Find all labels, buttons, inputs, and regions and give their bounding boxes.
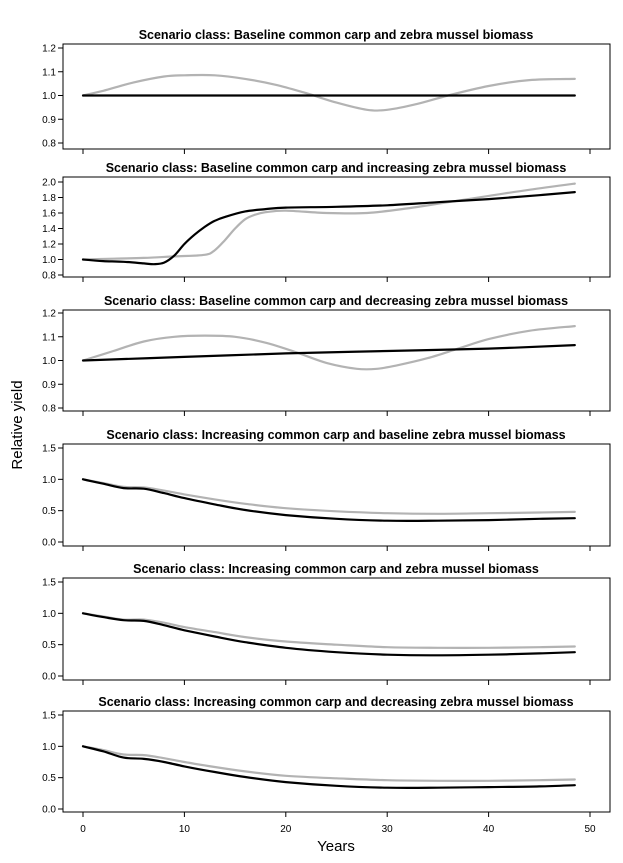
chart-panel-1: Scenario class: Baseline common carp and… — [42, 28, 611, 154]
y-tick-label: 1.0 — [42, 742, 56, 753]
chart-panel-5: Scenario class: Increasing common carp a… — [42, 562, 611, 685]
series-line-gray — [81, 745, 576, 782]
series-line-black — [81, 745, 576, 789]
y-tick-label: 1.4 — [42, 224, 56, 235]
x-tick-label: 10 — [179, 824, 191, 835]
series-line-black — [81, 344, 576, 362]
panel-title: Scenario class: Increasing common carp a… — [98, 695, 573, 709]
series-line-gray — [81, 478, 576, 515]
y-tick-label: 0.5 — [42, 773, 56, 784]
y-tick-label: 0.0 — [42, 672, 56, 683]
y-tick-label: 0.8 — [42, 139, 56, 150]
y-tick-label: 0.9 — [42, 380, 56, 391]
panel-title: Scenario class: Baseline common carp and… — [139, 28, 534, 42]
panel-title: Scenario class: Baseline common carp and… — [104, 294, 568, 308]
x-tick-label: 30 — [382, 824, 394, 835]
chart-panel-3: Scenario class: Baseline common carp and… — [42, 294, 611, 416]
y-tick-label: 1.5 — [42, 711, 56, 722]
plot-frame — [62, 577, 611, 681]
x-tick-label: 0 — [80, 824, 86, 835]
panels: Scenario class: Baseline common carp and… — [42, 28, 611, 835]
chart-panel-4: Scenario class: Increasing common carp a… — [42, 428, 611, 551]
plot-frame — [62, 309, 611, 412]
y-tick-label: 1.0 — [42, 91, 56, 102]
y-tick-label: 1.2 — [42, 309, 56, 320]
series-line-black — [81, 612, 576, 657]
plot-frame — [62, 43, 611, 150]
series-line-black — [81, 191, 576, 266]
y-tick-label: 0.9 — [42, 115, 56, 126]
chart-panel-2: Scenario class: Baseline common carp and… — [42, 161, 611, 282]
y-tick-label: 1.5 — [42, 444, 56, 455]
x-axis-label: Years — [317, 838, 355, 855]
chart-panel-6: Scenario class: Increasing common carp a… — [42, 695, 611, 835]
plot-frame — [62, 176, 611, 278]
y-tick-label: 0.5 — [42, 640, 56, 651]
y-tick-label: 1.0 — [42, 255, 56, 266]
panel-title: Scenario class: Increasing common carp a… — [106, 428, 565, 442]
y-tick-label: 1.2 — [42, 240, 56, 251]
x-tick-label: 40 — [483, 824, 495, 835]
series-line-gray — [81, 73, 576, 112]
series-line-gray — [81, 612, 576, 649]
y-tick-label: 0.5 — [42, 506, 56, 517]
y-tick-label: 1.2 — [42, 44, 56, 55]
panel-title: Scenario class: Baseline common carp and… — [106, 161, 567, 175]
y-tick-label: 0.8 — [42, 404, 56, 415]
x-tick-label: 50 — [584, 824, 596, 835]
y-tick-label: 1.0 — [42, 475, 56, 486]
y-tick-label: 1.6 — [42, 209, 56, 220]
y-tick-label: 1.1 — [42, 332, 56, 343]
plot-frame — [62, 710, 611, 813]
y-tick-label: 0.0 — [42, 805, 56, 816]
plot-frame — [62, 443, 611, 547]
series-line-gray — [81, 182, 576, 261]
y-axis-label: Relative yield — [9, 380, 26, 469]
y-tick-label: 1.8 — [42, 193, 56, 204]
y-tick-label: 0.8 — [42, 271, 56, 282]
panel-title: Scenario class: Increasing common carp a… — [133, 562, 539, 576]
y-tick-label: 2.0 — [42, 178, 56, 189]
y-tick-label: 1.5 — [42, 578, 56, 589]
y-tick-label: 1.1 — [42, 67, 56, 78]
x-tick-label: 20 — [280, 824, 292, 835]
series-line-black — [81, 478, 576, 522]
y-tick-label: 1.0 — [42, 356, 56, 367]
series-line-gray — [81, 325, 576, 371]
y-tick-label: 1.0 — [42, 609, 56, 620]
y-tick-label: 0.0 — [42, 538, 56, 549]
